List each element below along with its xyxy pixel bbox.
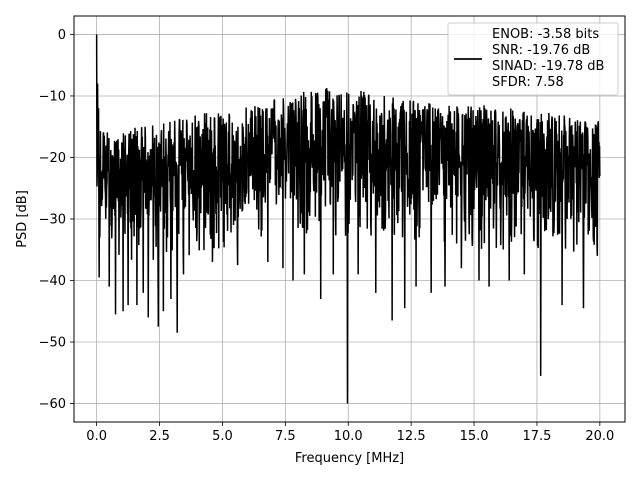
- x-tick-label: 7.5: [275, 429, 296, 444]
- legend-sinad: SINAD: -19.78 dB: [492, 59, 604, 74]
- x-tick-label: 17.5: [522, 429, 551, 444]
- x-tick-label: 5.0: [212, 429, 233, 444]
- x-tick-label: 2.5: [149, 429, 170, 444]
- legend-box: [447, 22, 619, 96]
- y-tick-label: −20: [39, 151, 66, 166]
- legend: ENOB: -3.58 bits SNR: -19.76 dB SINAD: -…: [447, 22, 619, 96]
- y-axis-label: PSD [dB]: [15, 190, 30, 248]
- y-tick-label: −30: [39, 213, 66, 228]
- x-tick-label: 15.0: [460, 429, 489, 444]
- legend-snr: SNR: -19.76 dB: [492, 43, 590, 58]
- y-tick-label: −50: [39, 336, 66, 351]
- y-tick-label: −60: [39, 397, 66, 412]
- psd-series: [95, 34, 601, 404]
- x-tick-label: 10.0: [334, 429, 363, 444]
- y-tick-label: 0: [58, 28, 66, 43]
- x-tick-label: 0.0: [86, 429, 107, 444]
- x-tick-label: 20.0: [585, 429, 614, 444]
- legend-sfdr: SFDR: 7.58: [492, 75, 564, 90]
- legend-enob: ENOB: -3.58 bits: [492, 27, 599, 42]
- y-tick-label: −40: [39, 274, 66, 289]
- x-axis-ticks: 0.0 2.5 5.0 7.5 10.0 12.5 15.0 17.5 20.0: [86, 422, 614, 444]
- y-tick-label: −10: [39, 89, 66, 104]
- x-axis-label: Frequency [MHz]: [295, 451, 404, 466]
- x-tick-label: 12.5: [397, 429, 426, 444]
- y-axis-ticks: 0 −10 −20 −30 −40 −50 −60: [39, 28, 74, 412]
- psd-line: [95, 34, 601, 404]
